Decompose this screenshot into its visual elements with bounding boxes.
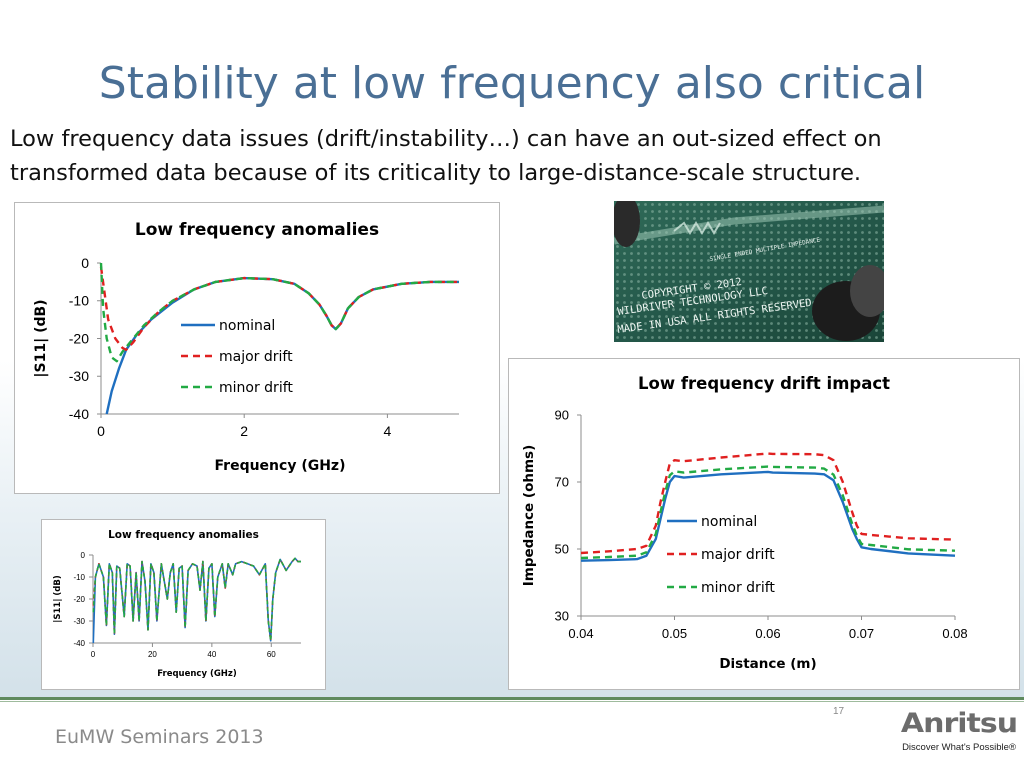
x-tick-label: 0	[97, 423, 105, 439]
x-tick-label: 20	[148, 650, 157, 659]
slide-body-text: Low frequency data issues (drift/instabi…	[10, 126, 882, 186]
chart-legend: nominal major drift minor drift	[181, 318, 293, 396]
series-line-nominal	[580, 470, 956, 562]
chart-low-frequency-anomalies-wideband: Low frequency anomalies 0 -10 -20 -30 -40 0 20 4…	[53, 529, 301, 679]
chart-title: Low frequency drift impact	[638, 374, 890, 393]
series-line-major-drift	[99, 266, 459, 352]
x-tick-label: 0.08	[942, 626, 967, 641]
footer-event-name: EuMW Seminars 2013	[55, 726, 264, 748]
chart-title: Low frequency anomalies	[135, 220, 379, 240]
x-axis-label: Distance (m)	[719, 656, 816, 672]
chart-title: Low frequency anomalies	[108, 529, 259, 541]
y-tick-label: 0	[81, 551, 86, 560]
x-tick-label: 2	[240, 423, 248, 439]
x-tick-label: 4	[384, 423, 392, 439]
footer-rule	[0, 697, 1024, 700]
series-line-minor-drift	[99, 262, 459, 363]
series-line-minor-drift	[92, 557, 301, 642]
x-tick-label: 0.04	[568, 626, 593, 641]
legend-label-minor-drift: minor drift	[219, 380, 293, 396]
y-tick-label: -10	[73, 573, 85, 582]
chart-low-frequency-drift-impact: Low frequency drift impact 30 50 70 90 0.04 0.…	[521, 374, 968, 672]
legend-label-nominal: nominal	[701, 514, 757, 530]
y-tick-label: -10	[69, 293, 89, 309]
y-tick-label: -20	[73, 595, 85, 604]
y-axis-label: |S11| (dB)	[53, 575, 63, 623]
y-tick-label: 90	[555, 408, 569, 423]
y-tick-label: -30	[73, 617, 85, 626]
y-tick-label: 30	[555, 609, 569, 624]
x-tick-label: 60	[267, 650, 276, 659]
y-tick-label: 70	[555, 475, 569, 490]
y-tick-label: -40	[73, 639, 85, 648]
y-tick-label: 50	[555, 542, 569, 557]
chart-panel-low-frequency-drift-impact: Low frequency drift impact 30 50 70 90 0.04 0.…	[508, 358, 1020, 690]
y-tick-label: -30	[69, 368, 89, 384]
x-axis-label: Frequency (GHz)	[215, 458, 346, 474]
legend-label-major-drift: major drift	[219, 349, 293, 365]
chart-legend: nominal major drift minor drift	[667, 514, 775, 596]
chart-panel-low-frequency-anomalies-wideband: Low frequency anomalies 0 -10 -20 -30 -40 0 20 4…	[41, 519, 326, 690]
pcb-photo: SINGLE ENDED MULTIPLE IMPEDANCE COPYRIGH…	[614, 201, 884, 342]
x-tick-label: 0.06	[755, 626, 780, 641]
legend-label-nominal: nominal	[219, 318, 275, 334]
y-tick-label: -20	[69, 330, 89, 346]
x-tick-label: 40	[207, 650, 216, 659]
slide-title: Stability at low frequency also critical	[98, 58, 926, 109]
legend-label-major-drift: major drift	[701, 547, 775, 563]
chart-low-frequency-anomalies: Low frequency anomalies 0 -10 -20 -30 -40 0 2 4 F…	[33, 220, 459, 474]
x-tick-label: 0	[91, 650, 96, 659]
y-axis-label: |S11| (dB)	[33, 299, 49, 377]
footer-rule-thin	[0, 701, 1024, 702]
y-tick-label: -40	[69, 406, 89, 422]
y-axis-label: Impedance (ohms)	[521, 445, 537, 586]
y-tick-label: 0	[81, 255, 89, 271]
logo-tagline: Discover What's Possible®	[902, 742, 1016, 753]
series-line-minor-drift	[580, 465, 956, 560]
chart-panel-low-frequency-anomalies: Low frequency anomalies 0 -10 -20 -30 -40 0 2 4 F…	[14, 202, 500, 494]
legend-label-minor-drift: minor drift	[701, 580, 775, 596]
x-axis-label: Frequency (GHz)	[157, 669, 237, 679]
logo-wordmark: Anritsu	[900, 707, 1018, 740]
series-line-major-drift	[580, 452, 956, 555]
pcb-photo-image: SINGLE ENDED MULTIPLE IMPEDANCE COPYRIGH…	[614, 201, 884, 342]
page-number: 17	[833, 706, 845, 717]
x-tick-label: 0.05	[662, 626, 687, 641]
anritsu-logo: Anritsu Discover What's Possible®	[900, 706, 1018, 756]
x-tick-label: 0.07	[849, 626, 874, 641]
